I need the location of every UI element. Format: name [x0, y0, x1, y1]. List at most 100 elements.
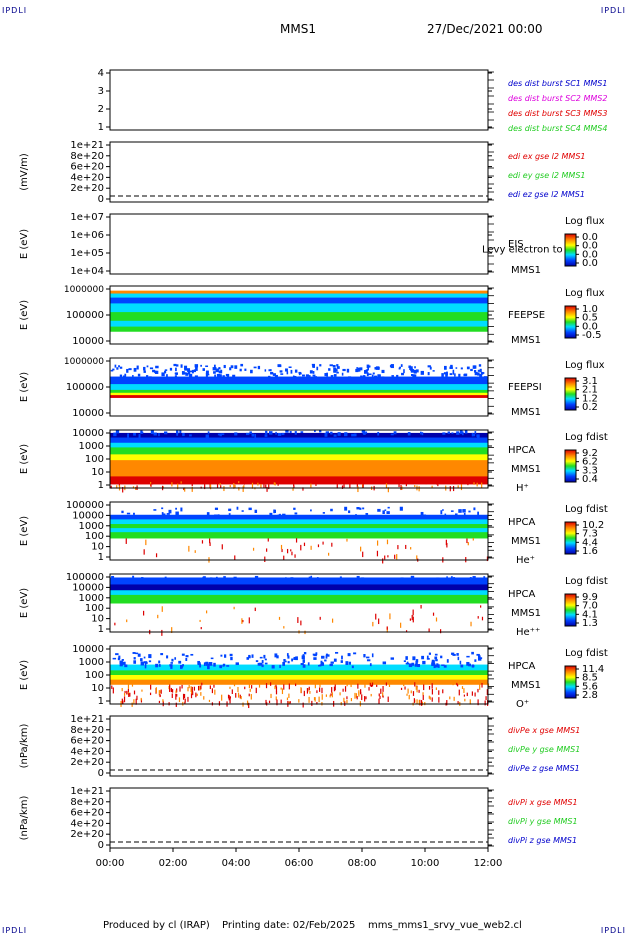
- spectrogram-pixel: [205, 661, 209, 664]
- spectrogram-pixel: [269, 512, 273, 517]
- spectrogram-pixel: [319, 684, 321, 688]
- spectrogram-pixel: [187, 696, 189, 702]
- spectrogram-pixel: [451, 432, 454, 434]
- spectrogram-pixel: [215, 368, 219, 373]
- spectrogram-pixel: [410, 547, 412, 550]
- spectrogram-pixel: [187, 368, 191, 373]
- spectrogram-pixel: [243, 485, 245, 488]
- spectrogram-pixel: [357, 683, 359, 689]
- spectrogram-pixel: [321, 655, 325, 659]
- spectrogram-pixel: [282, 661, 286, 666]
- spectrogram-pixel: [425, 481, 427, 485]
- spectrogram-pixel: [143, 370, 146, 373]
- spectrogram-pixel: [127, 433, 130, 438]
- species-label: H⁺: [516, 483, 529, 494]
- spectrogram-pixel: [276, 655, 279, 659]
- spectrogram-pixel: [432, 370, 435, 372]
- spectrogram-pixel: [250, 694, 252, 700]
- spectrogram-pixel: [420, 700, 423, 706]
- spectrogram-pixel: [408, 481, 410, 485]
- spectrogram-pixel: [355, 693, 358, 698]
- spectrogram-pixel: [357, 486, 359, 493]
- spectrogram-pixel: [223, 486, 225, 492]
- spectrogram-pixel: [463, 694, 466, 697]
- spectrogram-pixel: [346, 368, 350, 373]
- spectrogram-pixel: [143, 656, 146, 659]
- spectrogram-pixel: [474, 371, 478, 376]
- spectrogram-pixel: [170, 662, 173, 664]
- spectrogram-pixel: [331, 618, 334, 623]
- y-tick-label: 4e+20: [70, 746, 104, 757]
- spectrogram-pixel: [351, 433, 355, 437]
- spectrogram-pixel: [143, 366, 146, 371]
- spectrogram-pixel: [386, 511, 390, 514]
- spectrogram-pixel: [257, 365, 261, 370]
- spectrogram-pixel: [405, 662, 410, 665]
- spectrogram-pixel: [151, 482, 154, 485]
- spectrogram-pixel: [293, 485, 295, 488]
- spectrogram-pixel: [347, 653, 351, 657]
- spectrogram-pixel: [143, 549, 145, 555]
- spectrogram-pixel: [409, 618, 411, 621]
- spectrogram-pixel: [399, 366, 402, 369]
- spectrogram-pixel: [318, 664, 321, 667]
- spectrogram-pixel: [123, 696, 126, 703]
- spectrogram-pixel: [457, 701, 459, 704]
- spectrogram-pixel: [405, 656, 408, 660]
- spectrogram-pixel: [388, 684, 391, 687]
- spectrogram-pixel: [385, 483, 388, 489]
- spectrogram-pixel: [173, 363, 177, 367]
- spectrogram-pixel: [140, 697, 142, 701]
- spectrogram-pixel: [121, 687, 123, 692]
- spectrogram-pixel: [169, 684, 171, 691]
- spectrogram-pixel: [415, 685, 417, 690]
- spectrogram-pixel: [362, 551, 364, 558]
- spectrogram-pixel: [408, 663, 413, 668]
- spectrogram-pixel: [442, 432, 446, 435]
- spectrogram-pixel: [420, 511, 424, 516]
- spectrogram-pixel: [140, 430, 143, 434]
- spectrogram-pixel: [161, 512, 164, 516]
- panel-4: 1000000 100000 10000 E (eV) FEEPSE MMS1 Log fl…: [19, 285, 605, 347]
- spectrogram-pixel: [140, 699, 143, 703]
- spectrogram-pixel: [292, 375, 295, 379]
- y-axis-label: E (eV): [19, 372, 30, 402]
- spectrogram-pixel: [244, 368, 247, 371]
- spectrogram-pixel: [119, 660, 123, 665]
- spectrogram-pixel: [297, 617, 299, 623]
- spectrogram-pixel: [112, 657, 117, 660]
- y-axis-label: E (eV): [19, 588, 30, 618]
- spectrogram-pixel: [384, 555, 386, 560]
- spectrogram-pixel: [421, 577, 424, 580]
- panel-frame: [109, 573, 489, 633]
- colorbar-tick-label: 0.0: [582, 241, 598, 252]
- spectrogram-pixel: [275, 431, 277, 435]
- spectrogram-pixel: [365, 696, 367, 700]
- spectrogram-pixel: [480, 605, 482, 608]
- y-tick-label: 10000: [72, 582, 104, 593]
- spectrogram-pixel: [386, 539, 389, 545]
- spectrogram-pixel: [314, 697, 316, 702]
- spectrogram-pixel: [169, 689, 171, 692]
- spectrogram-pixel: [149, 367, 154, 370]
- spectrogram-pixel: [234, 555, 236, 561]
- spectrogram-pixel: [158, 578, 161, 582]
- spectrogram-pixel: [463, 373, 467, 377]
- spectrogram-pixel: [315, 652, 318, 656]
- spectrogram-pixel: [289, 701, 291, 704]
- spectrogram-pixel: [180, 507, 183, 512]
- spectrogram-pixel: [233, 606, 235, 610]
- spectrogram-pixel: [283, 658, 286, 662]
- spectrogram-pixel: [407, 432, 411, 436]
- spectrogram-pixel: [265, 578, 270, 583]
- instrument-label: HPCA: [508, 589, 536, 600]
- spectrogram-pixel: [476, 653, 480, 656]
- spectrogram-pixel: [189, 370, 193, 373]
- spectrogram-pixel: [248, 617, 250, 624]
- spectrogram-pixel: [176, 688, 178, 693]
- spectrogram-pixel: [249, 431, 252, 434]
- colorbar-tick-label: 11.4: [582, 664, 604, 675]
- spectrogram-pixel: [160, 689, 162, 694]
- spectrogram-pixel: [264, 658, 267, 661]
- spectrogram-pixel: [436, 577, 440, 580]
